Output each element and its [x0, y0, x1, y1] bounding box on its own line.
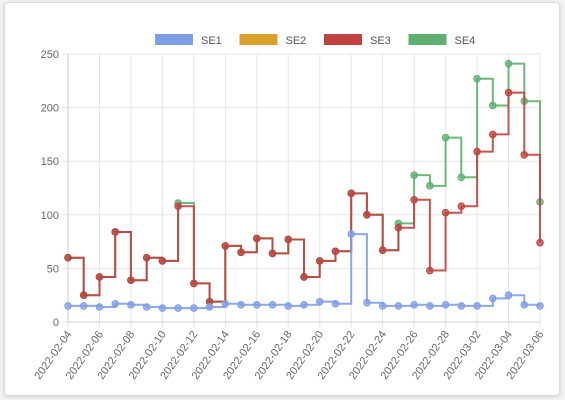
data-point — [158, 304, 167, 312]
data-point — [363, 211, 371, 219]
data-point — [410, 195, 418, 204]
legend-label: SE4 — [455, 35, 476, 47]
data-point — [504, 88, 513, 97]
data-point — [315, 257, 324, 265]
data-point — [426, 302, 434, 310]
data-point — [363, 298, 371, 307]
y-tick-label: 150 — [41, 156, 59, 168]
data-point — [457, 302, 466, 310]
data-point — [237, 301, 245, 309]
data-point — [331, 247, 340, 256]
data-point — [457, 202, 466, 211]
data-point — [237, 248, 245, 257]
data-point — [473, 147, 481, 156]
data-point — [394, 223, 403, 232]
data-point — [457, 173, 466, 182]
y-tick-label: 100 — [41, 210, 59, 222]
data-point — [268, 249, 277, 258]
data-point — [79, 291, 88, 300]
data-point — [378, 246, 387, 254]
data-point — [127, 276, 135, 284]
data-point — [504, 59, 513, 68]
data-point — [284, 235, 293, 244]
legend-label: SE1 — [201, 35, 222, 47]
data-point — [158, 257, 167, 265]
legend-label: SE2 — [286, 35, 307, 47]
data-point — [315, 297, 324, 306]
data-point — [536, 238, 544, 247]
data-point — [504, 291, 513, 300]
data-point — [205, 303, 214, 311]
data-point — [142, 303, 151, 311]
legend-item-se3: SE3 — [324, 34, 391, 47]
legend: SE1 SE2 SE3 SE4 — [155, 34, 475, 47]
data-point — [174, 202, 182, 211]
data-point — [174, 304, 182, 312]
data-point — [95, 303, 104, 311]
legend-swatch — [324, 34, 362, 45]
data-point — [142, 253, 151, 262]
data-point — [221, 299, 230, 308]
data-point — [489, 130, 497, 139]
data-point — [378, 302, 387, 310]
data-point — [190, 304, 198, 312]
chart-card — [4, 2, 560, 396]
legend-item-se1: SE1 — [155, 34, 222, 47]
data-point — [331, 299, 340, 308]
data-point — [473, 74, 481, 83]
data-point — [190, 279, 198, 288]
data-point — [520, 301, 529, 309]
legend-swatch — [408, 34, 447, 45]
data-point — [489, 101, 497, 110]
data-point — [536, 302, 544, 310]
data-point — [221, 242, 230, 250]
data-point — [64, 253, 72, 262]
data-point — [64, 302, 72, 310]
y-tick-label: 250 — [41, 49, 59, 61]
legend-swatch — [239, 34, 278, 45]
data-point — [268, 301, 277, 309]
data-point — [300, 273, 308, 281]
data-point — [441, 133, 450, 142]
data-point — [252, 234, 261, 243]
data-point — [111, 228, 119, 236]
data-point — [473, 302, 481, 310]
grid: 0501001502002502022-02-042022-02-062022-… — [32, 49, 546, 382]
data-point — [441, 301, 450, 309]
legend-item-se2: SE2 — [239, 34, 307, 47]
data-point — [284, 302, 293, 310]
y-tick-label: 200 — [41, 103, 59, 115]
data-point — [441, 208, 450, 217]
data-point — [410, 171, 418, 179]
legend-label: SE3 — [370, 35, 391, 47]
data-point — [426, 182, 434, 190]
y-tick-label: 0 — [53, 317, 59, 329]
data-point — [300, 301, 308, 309]
data-point — [111, 299, 119, 308]
series-se1 — [64, 230, 544, 312]
data-point — [347, 230, 356, 238]
data-point — [394, 302, 403, 310]
legend-swatch — [155, 34, 193, 45]
y-tick-label: 50 — [47, 263, 59, 275]
data-point — [95, 273, 104, 281]
data-point — [127, 301, 135, 309]
series-line — [68, 91, 541, 303]
data-point — [79, 302, 88, 310]
data-point — [520, 150, 529, 159]
legend-item-se4: SE4 — [408, 34, 476, 47]
data-point — [252, 301, 261, 309]
data-point — [347, 189, 356, 198]
data-point — [410, 301, 418, 309]
data-point — [426, 266, 434, 275]
data-point — [489, 294, 497, 303]
series-se3 — [64, 88, 544, 306]
